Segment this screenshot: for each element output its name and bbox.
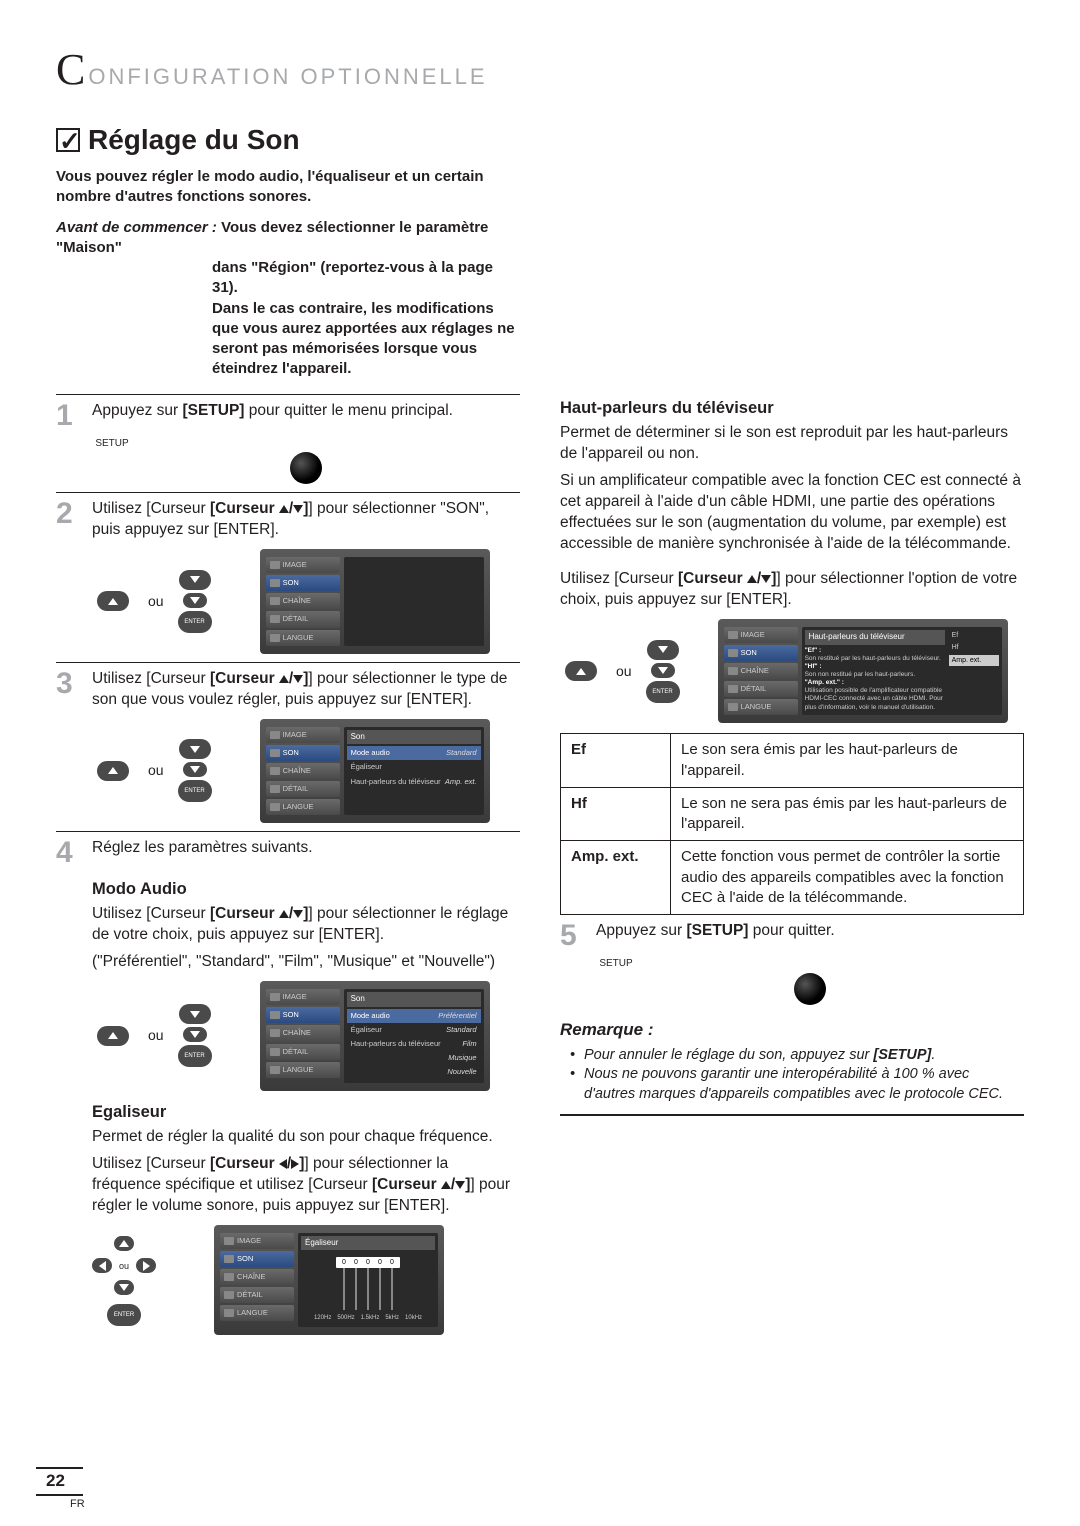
header-rest: ONFIGURATION OPTIONNELLE [88, 62, 487, 92]
remark-box: Pour annuler le réglage du son, appuyez … [560, 1046, 1024, 1117]
step-2: 2 Utilisez [Curseur [Curseur /]] pour sé… [56, 499, 520, 541]
osd-screenshot-3: IMAGE SON CHAÎNE DÉTAIL LANGUE Son Mode … [260, 981, 490, 1090]
step-3: 3 Utilisez [Curseur [Curseur /]] pour sé… [56, 669, 520, 711]
step-5: 5 Appuyez sur [SETUP] pour quitter. [560, 921, 1024, 951]
egaliseur-heading: Egaliseur [92, 1101, 520, 1123]
section-title: Réglage du Son [88, 121, 300, 159]
osd-screenshot-1: IMAGE SON CHAÎNE DÉTAIL LANGUE [260, 549, 490, 654]
section-title-row: Réglage du Son [56, 121, 1024, 159]
page-number: 22 [36, 1467, 83, 1496]
setup-button-graphic: SETUP [92, 437, 520, 485]
dpad-icon: ou [92, 1234, 156, 1298]
checkbox-icon [56, 128, 80, 152]
intro-text: Vous pouvez régler le modo audio, l'équa… [56, 167, 520, 208]
osd-screenshot-4: IMAGE SON CHAÎNE DÉTAIL LANGUE Égaliseur… [214, 1225, 444, 1336]
osd-screenshot-2: IMAGE SON CHAÎNE DÉTAIL LANGUE Son Mode … [260, 719, 490, 824]
osd-screenshot-5: IMAGE SON CHAÎNE DÉTAIL LANGUE Haut-parl… [718, 619, 1008, 724]
left-arrow-icon [279, 1159, 287, 1169]
options-table: EfLe son sera émis par les haut-parleurs… [560, 733, 1024, 915]
up-arrow-icon [279, 505, 289, 513]
step-4: 4 Réglez les paramètres suivants. [56, 838, 520, 868]
modo-audio-heading: Modo Audio [92, 878, 520, 900]
left-column: Vous pouvez régler le modo audio, l'équa… [56, 167, 520, 1343]
remote-up [92, 591, 134, 611]
before-start: Avant de commencer : Vous devez sélectio… [56, 218, 520, 380]
remark-heading: Remarque : [560, 1019, 1024, 1042]
right-arrow-icon [291, 1159, 299, 1169]
enter-button-icon: ENTER [178, 611, 212, 633]
step-1: 1 Appuyez sur [SETUP] pour quitter le me… [56, 401, 520, 431]
remote-osd-row: ou ENTER IMAGE SON CHAÎNE DÉTAIL LANGUE [92, 549, 520, 654]
right-column: Haut-parleurs du téléviseur Permet de dé… [560, 167, 1024, 1343]
header-initial: C [56, 40, 88, 99]
hp-heading: Haut-parleurs du téléviseur [560, 397, 1024, 419]
setup-button-icon [290, 452, 322, 484]
page-header: C ONFIGURATION OPTIONNELLE [56, 40, 1024, 99]
page-lang: FR [70, 1497, 85, 1512]
down-arrow-icon [293, 505, 303, 513]
